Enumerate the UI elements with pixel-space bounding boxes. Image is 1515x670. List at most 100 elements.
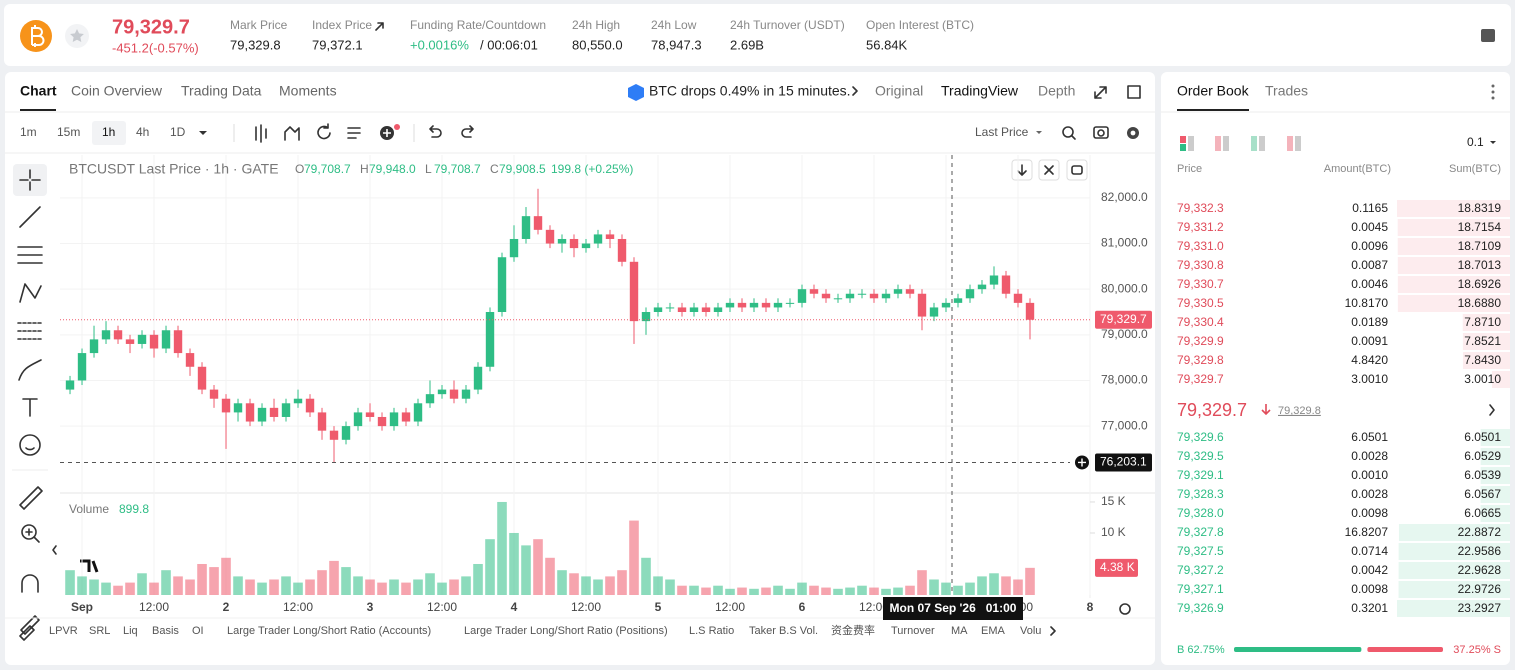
volume-bar — [869, 587, 879, 595]
window-icon[interactable] — [1127, 85, 1141, 99]
indicator-edit-icon[interactable] — [19, 625, 35, 641]
camera-icon[interactable] — [1093, 126, 1109, 139]
book-price[interactable]: 79,331.2 — [1177, 220, 1224, 234]
indicator-tab[interactable]: Large Trader Long/Short Ratio (Accounts) — [227, 625, 431, 637]
candle-body — [533, 216, 543, 230]
book-price[interactable]: 79,327.5 — [1177, 544, 1224, 558]
book-sum: 7.8430 — [1464, 353, 1501, 367]
more-icon[interactable] — [1491, 84, 1495, 100]
book-price[interactable]: 79,330.4 — [1177, 315, 1224, 329]
indicator-tab[interactable]: 资金费率 — [831, 623, 875, 637]
crosshair-tool[interactable] — [19, 169, 41, 191]
brush-tool[interactable] — [18, 359, 42, 381]
template-icon[interactable] — [347, 127, 361, 139]
ruler-tool[interactable] — [19, 486, 43, 510]
book-price[interactable]: 79,329.9 — [1177, 334, 1224, 348]
book-sum: 18.7154 — [1458, 220, 1502, 234]
indicator-tab[interactable]: MA — [951, 625, 968, 637]
fullscreen-icon[interactable] — [1094, 86, 1107, 99]
book-price[interactable]: 79,329.8 — [1177, 353, 1224, 367]
indicator-tab[interactable]: Liq — [123, 625, 138, 637]
pattern-tool[interactable] — [19, 283, 42, 303]
candle-type-icon[interactable] — [255, 124, 267, 143]
indicator-tab[interactable]: Volu — [1020, 625, 1041, 637]
book-price[interactable]: 79,329.5 — [1177, 449, 1224, 463]
price-type-caret[interactable] — [1036, 131, 1042, 134]
layout-both[interactable] — [1180, 136, 1194, 151]
book-price[interactable]: 79,328.0 — [1177, 506, 1224, 520]
indicator-tab[interactable]: Large Trader Long/Short Ratio (Positions… — [464, 625, 668, 637]
step-caret[interactable] — [1490, 141, 1496, 144]
volume-bar — [917, 570, 927, 595]
indicator-tab[interactable]: LPVR — [49, 625, 78, 637]
book-price[interactable]: 79,330.7 — [1177, 277, 1224, 291]
book-amount: 0.0098 — [1351, 506, 1388, 520]
book-price[interactable]: 79,330.8 — [1177, 258, 1224, 272]
book-price[interactable]: 79,330.5 — [1177, 296, 1224, 310]
book-price[interactable]: 79,327.8 — [1177, 525, 1224, 539]
book-price[interactable]: 79,327.2 — [1177, 563, 1224, 577]
book-price[interactable]: 79,331.0 — [1177, 239, 1224, 253]
book-price[interactable]: 79,326.9 — [1177, 601, 1224, 615]
undo-icon[interactable] — [429, 125, 442, 138]
interval[interactable]: 15m — [57, 125, 80, 139]
search-icon[interactable] — [1062, 126, 1074, 138]
text-tool[interactable] — [22, 398, 38, 417]
tab[interactable]: Moments — [279, 83, 337, 99]
layout-mix[interactable] — [1287, 136, 1301, 151]
indicator-tab[interactable]: Basis — [152, 625, 179, 637]
step-select[interactable]: 0.1 — [1467, 135, 1484, 149]
tab[interactable]: Trading Data — [181, 83, 262, 99]
projection-tool[interactable] — [17, 322, 43, 340]
price-type[interactable]: Last Price — [975, 125, 1029, 139]
indicator-tab[interactable]: EMA — [981, 625, 1006, 637]
view-tab[interactable]: Original — [875, 83, 923, 99]
trend-line-tool[interactable] — [19, 206, 41, 228]
book-sum: 6.0501 — [1464, 430, 1501, 444]
news-text[interactable]: BTC drops 0.49% in 15 minutes. — [649, 83, 851, 99]
layout-asks[interactable] — [1215, 136, 1229, 151]
mid-chevron[interactable] — [1489, 404, 1495, 416]
book-price[interactable]: 79,329.1 — [1177, 468, 1224, 482]
interval[interactable]: 1m — [20, 125, 37, 139]
book-price[interactable]: 79,329.6 — [1177, 430, 1224, 444]
settings-icon[interactable] — [1481, 29, 1495, 42]
book-price[interactable]: 79,332.3 — [1177, 201, 1224, 215]
book-price[interactable]: 79,327.1 — [1177, 582, 1224, 596]
book-price[interactable]: 79,328.3 — [1177, 487, 1224, 501]
news-chevron[interactable] — [852, 86, 858, 96]
collapse-toolbar[interactable] — [52, 545, 57, 555]
redo-icon[interactable] — [461, 125, 474, 138]
volume-bar — [401, 582, 411, 595]
magnet-tool[interactable] — [21, 574, 39, 593]
badge — [394, 124, 400, 130]
view-tab[interactable]: TradingView — [941, 83, 1019, 99]
interval-caret[interactable] — [199, 131, 207, 135]
view-tab[interactable]: Depth — [1038, 83, 1075, 99]
chart-button[interactable] — [1066, 159, 1088, 181]
interval[interactable]: 1h — [102, 125, 115, 139]
book-tab[interactable]: Trades — [1265, 83, 1308, 99]
book-tab[interactable]: Order Book — [1177, 83, 1250, 99]
indicator-tab[interactable]: L.S Ratio — [689, 625, 734, 637]
tab[interactable]: Coin Overview — [71, 83, 163, 99]
zoom-tool[interactable] — [21, 524, 37, 540]
interval[interactable]: 1D — [170, 125, 186, 139]
replay-icon[interactable] — [317, 123, 331, 140]
axis-settings-icon[interactable] — [1119, 603, 1131, 615]
indicator-icon[interactable] — [284, 126, 300, 141]
candle-body — [545, 229, 555, 244]
indicator-scroll[interactable] — [1050, 626, 1056, 636]
indicator-tab[interactable]: Turnover — [891, 625, 935, 637]
layout-bids[interactable] — [1251, 136, 1265, 151]
tab[interactable]: Chart — [20, 83, 57, 99]
volume-bar — [821, 587, 831, 595]
indicator-tab[interactable]: SRL — [89, 625, 110, 637]
fib-tool[interactable] — [17, 246, 43, 264]
book-price[interactable]: 79,329.7 — [1177, 372, 1224, 386]
interval[interactable]: 4h — [136, 125, 149, 139]
indicator-tab[interactable]: Taker B.S Vol. — [749, 625, 818, 637]
external-link-icon[interactable] — [375, 22, 384, 31]
indicator-tab[interactable]: OI — [192, 625, 204, 637]
emoji-tool[interactable] — [19, 434, 41, 456]
